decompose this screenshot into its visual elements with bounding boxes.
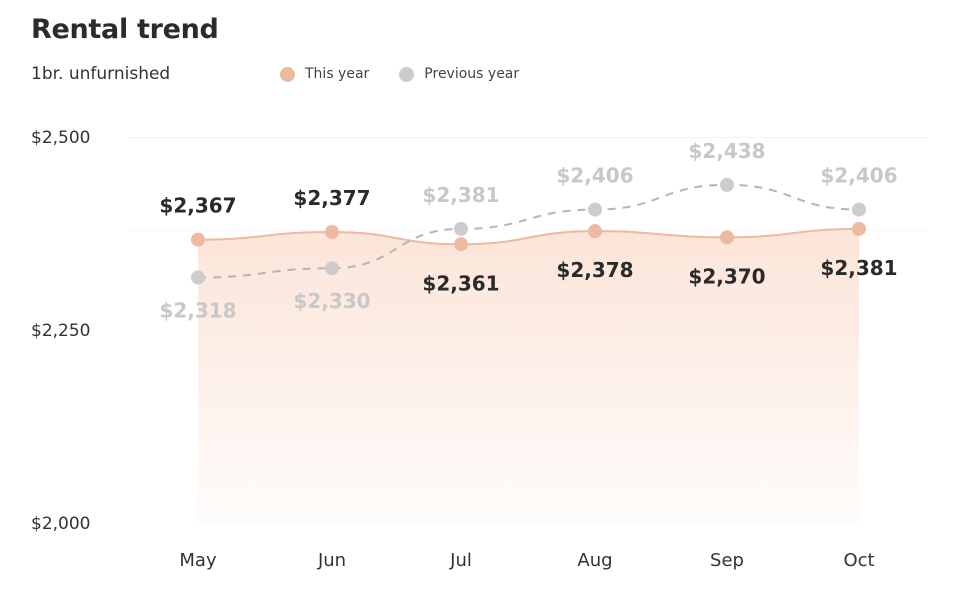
legend-item-previous-year: Previous year (399, 66, 519, 82)
x-tick-label: Aug (577, 550, 612, 571)
this-year-value-label: $2,381 (820, 256, 897, 280)
gridline-mid (128, 229, 928, 231)
previous-year-point (325, 261, 339, 276)
this-year-point (720, 230, 734, 245)
this-year-point (852, 221, 866, 236)
previous-year-value-label: $2,381 (422, 183, 499, 207)
x-tick-label: Jun (317, 550, 346, 571)
this-year-line (197, 227, 860, 246)
this-year-value-label: $2,378 (556, 258, 633, 282)
previous-year-point (191, 270, 205, 285)
previous-year-value-label: $2,318 (159, 299, 236, 323)
previous-year-point (588, 202, 602, 217)
x-tick-label: Jul (449, 550, 472, 571)
y-tick-label: $2,500 (31, 128, 90, 148)
x-tick-label: Sep (710, 550, 744, 571)
this-year-value-label: $2,370 (688, 264, 765, 288)
this-year-point (588, 224, 602, 239)
x-tick-label: May (179, 550, 217, 571)
this-year-value-label: $2,377 (293, 186, 370, 210)
previous-year-point (852, 202, 866, 217)
previous-year-point (720, 177, 734, 192)
this-year-point (325, 224, 339, 239)
previous-year-point (454, 221, 468, 236)
previous-year-value-label: $2,330 (293, 289, 370, 313)
this-year-value-label: $2,361 (422, 271, 499, 295)
legend-item-this-year: This year (280, 66, 369, 82)
this-year-point (454, 237, 468, 252)
legend: This year Previous year (280, 66, 549, 82)
previous-year-value-label: $2,438 (688, 139, 765, 163)
chart-subtitle: 1br. unfurnished (31, 64, 171, 84)
legend-previous-year-label: Previous year (424, 66, 520, 82)
previous-year-value-label: $2,406 (556, 164, 633, 188)
legend-this-year-swatch (280, 66, 295, 82)
this-year-area (198, 228, 859, 524)
y-tick-label: $2,000 (31, 514, 90, 534)
previous-year-line (197, 183, 860, 279)
previous-year-value-label: $2,406 (820, 164, 897, 188)
y-tick-label: $2,250 (31, 321, 90, 341)
gridline-top (128, 137, 928, 138)
chart-title: Rental trend (31, 14, 219, 45)
legend-this-year-label: This year (305, 66, 370, 82)
this-year-value-label: $2,367 (159, 194, 236, 218)
legend-previous-year-swatch (399, 66, 415, 82)
this-year-point (191, 232, 205, 247)
x-tick-label: Oct (843, 550, 874, 571)
